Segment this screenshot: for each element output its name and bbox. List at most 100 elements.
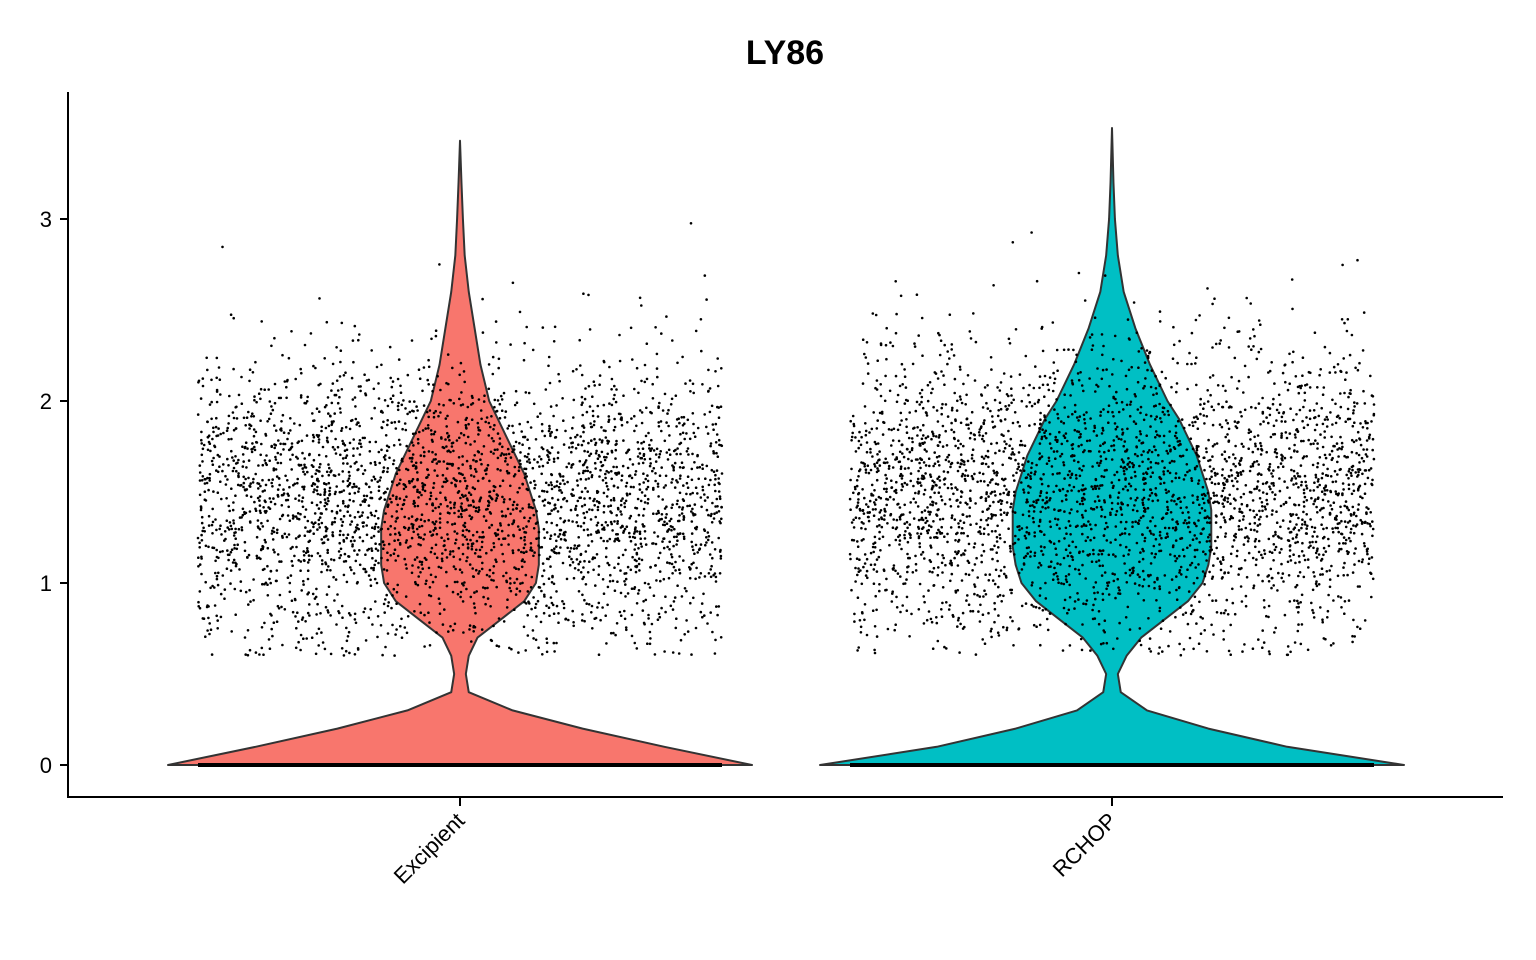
data-point <box>712 470 716 474</box>
data-point <box>412 410 415 413</box>
data-point <box>1134 520 1137 523</box>
data-point <box>877 459 880 462</box>
data-point <box>328 466 331 470</box>
data-point <box>966 534 969 538</box>
data-point <box>403 515 407 519</box>
data-point <box>1321 422 1325 426</box>
data-point <box>446 521 449 524</box>
data-point <box>285 535 289 539</box>
data-point <box>324 501 327 505</box>
data-point <box>1349 527 1353 531</box>
data-point <box>198 546 201 549</box>
data-point <box>324 561 327 564</box>
data-point <box>1027 514 1031 518</box>
data-point <box>890 428 893 432</box>
data-point <box>517 651 520 654</box>
data-point <box>1057 581 1060 584</box>
data-point <box>1367 507 1370 511</box>
data-point <box>1029 550 1032 554</box>
data-point <box>532 498 535 502</box>
data-point <box>254 440 258 444</box>
data-point <box>671 464 674 467</box>
data-point <box>216 470 220 474</box>
data-point <box>485 573 489 577</box>
data-point <box>1030 603 1033 607</box>
data-point <box>226 549 229 552</box>
data-point <box>427 473 430 477</box>
data-point <box>706 622 709 625</box>
data-point <box>1244 604 1248 608</box>
data-point <box>471 486 475 489</box>
data-point <box>1313 530 1316 534</box>
data-point <box>319 512 323 515</box>
data-point <box>621 553 625 557</box>
data-point <box>330 401 334 405</box>
data-point <box>323 647 327 651</box>
data-point <box>924 516 928 520</box>
data-point <box>688 566 691 569</box>
data-point <box>635 507 639 510</box>
data-point <box>212 490 215 493</box>
data-point <box>528 602 531 605</box>
data-point <box>480 545 484 549</box>
data-point <box>609 504 613 508</box>
data-point <box>232 522 236 525</box>
data-point <box>602 592 606 595</box>
data-point <box>564 618 567 621</box>
data-point <box>657 511 660 515</box>
data-point <box>635 530 639 533</box>
data-point <box>879 394 883 398</box>
data-point <box>472 602 476 605</box>
data-point <box>363 500 367 504</box>
data-point <box>616 533 619 536</box>
data-point <box>1360 456 1364 460</box>
data-point <box>237 472 240 475</box>
data-point <box>210 417 213 421</box>
data-point <box>1168 461 1172 465</box>
data-point <box>1032 605 1035 608</box>
data-point <box>268 497 272 500</box>
data-point <box>1106 525 1109 529</box>
data-point <box>1033 505 1036 509</box>
data-point <box>1217 402 1220 406</box>
data-point <box>363 567 367 571</box>
data-point <box>547 501 550 505</box>
data-point <box>465 427 468 430</box>
data-point <box>444 438 447 441</box>
data-point <box>347 470 351 474</box>
data-point <box>951 406 954 410</box>
data-point <box>1363 482 1367 486</box>
data-point <box>382 469 385 473</box>
data-point <box>279 427 283 430</box>
data-point <box>229 582 232 585</box>
data-point <box>1096 484 1099 488</box>
data-point <box>620 479 623 482</box>
data-point <box>1163 413 1166 416</box>
data-point <box>205 481 209 485</box>
data-point <box>590 475 594 479</box>
data-point <box>469 595 473 599</box>
data-point <box>269 500 273 504</box>
data-point <box>461 533 465 537</box>
data-point <box>571 520 574 523</box>
data-point <box>624 595 627 598</box>
data-point <box>384 598 387 601</box>
data-point <box>1056 472 1059 475</box>
data-point <box>1155 599 1158 602</box>
data-point <box>1069 551 1072 555</box>
data-point <box>347 630 351 634</box>
data-point <box>548 555 552 559</box>
data-point <box>227 438 230 441</box>
data-point <box>671 339 674 342</box>
data-point <box>286 437 289 441</box>
data-point <box>369 578 372 582</box>
data-point <box>206 476 209 480</box>
data-point <box>376 480 380 484</box>
data-point <box>232 558 236 562</box>
data-point <box>406 373 410 377</box>
data-point <box>390 500 393 504</box>
data-point <box>610 449 614 453</box>
data-point <box>472 500 475 504</box>
data-point <box>1033 554 1036 558</box>
data-point <box>1359 518 1362 522</box>
